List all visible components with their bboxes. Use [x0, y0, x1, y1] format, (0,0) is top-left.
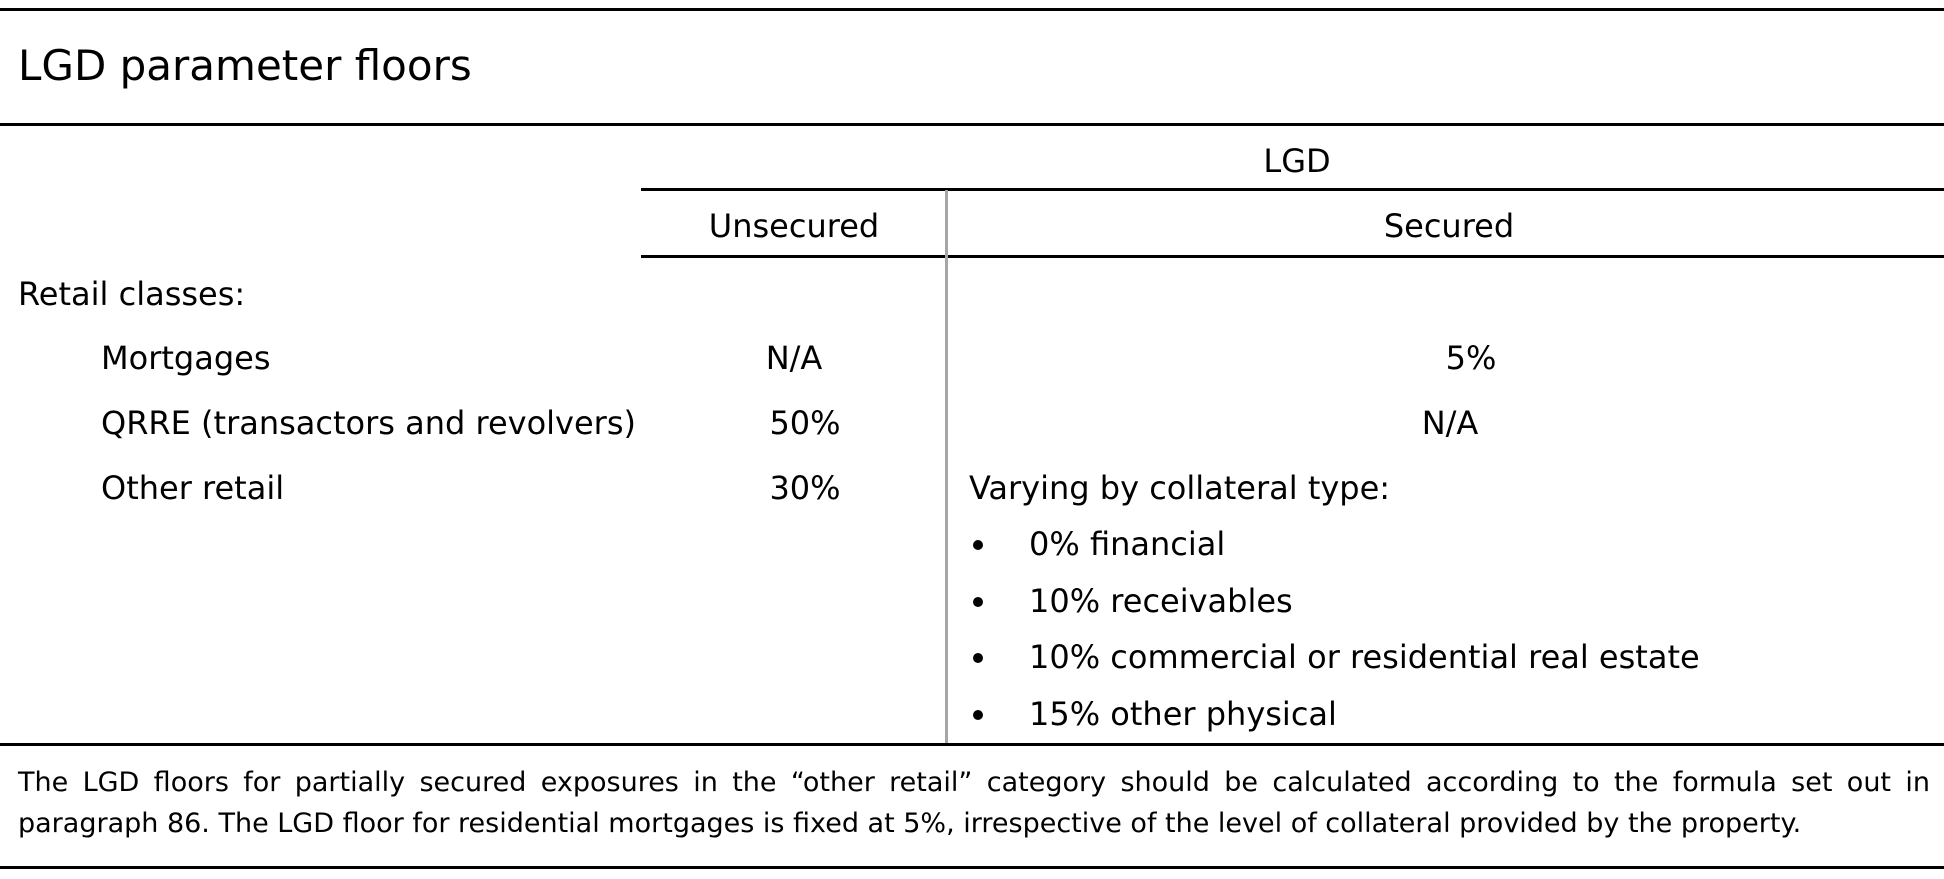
row-label-qrre: QRRE (transactors and revolvers)	[101, 404, 636, 442]
top-rule	[0, 8, 1944, 11]
row-label-other-retail: Other retail	[101, 469, 285, 507]
unsecured-column-header: Unsecured	[708, 207, 880, 245]
lgd-header-rule	[641, 188, 1944, 191]
bottom-rule	[0, 866, 1944, 869]
bullet-icon	[973, 540, 983, 550]
table-title: LGD parameter floors	[18, 41, 472, 90]
collateral-item-receivables: 10% receivables	[1029, 582, 1293, 620]
other-retail-unsecured-value: 30%	[769, 469, 841, 507]
column-divider	[945, 190, 948, 745]
subheader-rule	[641, 255, 1944, 258]
collateral-item-financial: 0% financial	[1029, 525, 1226, 563]
mortgages-secured-value: 5%	[1445, 339, 1497, 377]
collateral-item-other-physical: 15% other physical	[1029, 695, 1337, 733]
bullet-icon	[973, 653, 983, 663]
other-retail-secured-value: Varying by collateral type:	[969, 469, 1391, 507]
bullet-icon	[973, 710, 983, 720]
table-footnote: The LGD floors for partially secured exp…	[18, 767, 1930, 839]
title-rule	[0, 123, 1944, 126]
collateral-item-real-estate: 10% commercial or residential real estat…	[1029, 638, 1700, 676]
row-label-mortgages: Mortgages	[101, 339, 271, 377]
qrre-unsecured-value: 50%	[769, 404, 841, 442]
qrre-secured-value: N/A	[1421, 404, 1479, 442]
bullet-icon	[973, 597, 983, 607]
lgd-group-header: LGD	[1263, 142, 1331, 180]
body-bottom-rule	[0, 743, 1944, 746]
mortgages-unsecured-value: N/A	[765, 339, 823, 377]
section-label-retail: Retail classes:	[18, 275, 246, 313]
secured-column-header: Secured	[1383, 207, 1515, 245]
